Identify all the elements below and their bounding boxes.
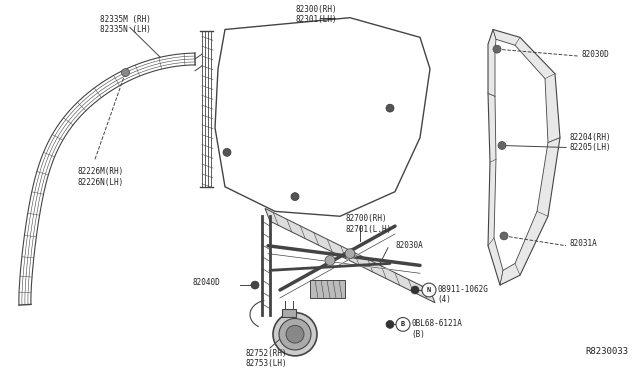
- Text: 82700(RH)
82701(L.H): 82700(RH) 82701(L.H): [345, 214, 391, 234]
- Bar: [282, 309, 296, 317]
- Text: 08911-1062G
(4): 08911-1062G (4): [437, 285, 488, 304]
- Bar: [310, 280, 345, 298]
- Circle shape: [386, 320, 394, 328]
- Text: B: B: [401, 321, 405, 327]
- Polygon shape: [265, 208, 435, 303]
- Circle shape: [291, 193, 299, 201]
- Circle shape: [286, 326, 304, 343]
- Circle shape: [273, 312, 317, 356]
- Text: 82300(RH)
82301(LH): 82300(RH) 82301(LH): [295, 5, 337, 24]
- Text: 82031A: 82031A: [570, 239, 598, 248]
- Text: 82226M(RH)
82226N(LH): 82226M(RH) 82226N(LH): [78, 167, 124, 186]
- Circle shape: [122, 69, 129, 77]
- Circle shape: [422, 283, 436, 297]
- Circle shape: [345, 249, 355, 259]
- Polygon shape: [488, 29, 560, 285]
- Text: 82752(RH)
82753(LH): 82752(RH) 82753(LH): [245, 349, 287, 368]
- Circle shape: [493, 45, 501, 53]
- Circle shape: [223, 148, 231, 156]
- Text: 82030D: 82030D: [582, 49, 610, 58]
- Circle shape: [500, 232, 508, 240]
- Circle shape: [498, 142, 506, 150]
- Circle shape: [251, 281, 259, 289]
- Circle shape: [396, 318, 410, 331]
- Text: N: N: [427, 287, 431, 293]
- Circle shape: [411, 286, 419, 294]
- Circle shape: [325, 256, 335, 265]
- Text: 82040D: 82040D: [192, 278, 220, 287]
- Text: 82335M (RH)
82335N (LH): 82335M (RH) 82335N (LH): [100, 15, 151, 34]
- Text: 82204(RH)
82205(LH): 82204(RH) 82205(LH): [570, 133, 612, 152]
- Text: R8230033: R8230033: [585, 347, 628, 356]
- Polygon shape: [494, 39, 548, 270]
- Text: 82030A: 82030A: [395, 241, 423, 250]
- Circle shape: [386, 104, 394, 112]
- Circle shape: [279, 318, 311, 350]
- Text: 0BL68-6121A
(B): 0BL68-6121A (B): [411, 320, 462, 339]
